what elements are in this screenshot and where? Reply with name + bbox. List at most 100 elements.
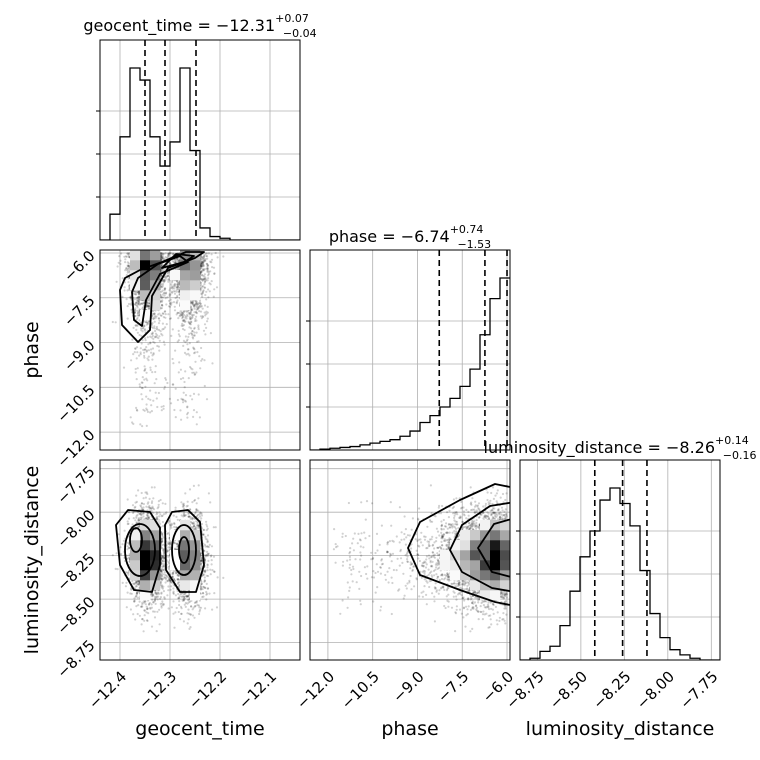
sample-point — [186, 612, 189, 615]
sample-point — [142, 348, 145, 351]
sample-point — [160, 253, 163, 256]
sample-point — [182, 339, 185, 342]
sample-point — [181, 312, 184, 315]
sample-point — [134, 347, 137, 350]
sample-point — [204, 286, 207, 289]
sample-point — [159, 254, 162, 257]
sample-point — [161, 252, 164, 255]
sample-point — [147, 355, 150, 358]
sample-point — [208, 282, 211, 285]
sample-point — [205, 310, 208, 313]
sample-point — [159, 330, 162, 333]
sample-point — [143, 369, 146, 372]
sample-point — [203, 281, 206, 284]
sample-point — [185, 310, 188, 313]
sample-point — [174, 296, 177, 300]
sample-point — [141, 425, 144, 428]
sample-point — [140, 381, 143, 384]
sample-point — [126, 545, 129, 548]
sample-point — [210, 253, 213, 256]
sample-point — [142, 306, 145, 309]
sample-point — [137, 292, 140, 295]
sample-point — [178, 311, 181, 314]
sample-point — [169, 302, 172, 305]
sample-point — [135, 406, 138, 409]
sample-point — [179, 593, 182, 596]
sample-point — [203, 257, 206, 260]
sample-point — [115, 280, 118, 283]
sample-point — [198, 355, 201, 358]
sample-point — [135, 291, 138, 294]
sample-point — [133, 351, 136, 354]
sample-point — [133, 310, 137, 313]
sample-point — [202, 256, 205, 259]
sample-point — [164, 287, 167, 290]
sample-point — [195, 302, 198, 305]
sample-point — [195, 319, 198, 322]
sample-point — [125, 274, 128, 277]
panel-luminosity-distance-vs-geocent-time — [99, 459, 301, 661]
sample-point — [206, 320, 209, 323]
sample-point — [162, 407, 165, 410]
sample-point — [135, 301, 138, 304]
sample-point — [156, 405, 159, 409]
sample-point — [135, 357, 138, 360]
sample-point — [144, 385, 147, 388]
sample-point — [164, 292, 168, 295]
sample-point — [160, 307, 163, 310]
sample-point — [129, 296, 132, 299]
sample-point — [180, 397, 183, 400]
sample-point — [172, 285, 175, 288]
sample-point — [159, 285, 163, 288]
sample-point — [134, 303, 137, 306]
sample-point — [171, 253, 174, 256]
sample-point — [165, 256, 168, 259]
sample-point — [200, 559, 203, 562]
sample-point — [111, 320, 114, 324]
sample-point — [160, 255, 163, 258]
sample-point — [195, 312, 199, 315]
sample-point — [193, 352, 196, 355]
sample-point — [127, 264, 130, 267]
sample-point — [127, 281, 130, 284]
sample-point — [195, 508, 198, 511]
sample-point — [176, 311, 179, 314]
sample-point — [216, 256, 219, 259]
sample-point — [199, 264, 203, 267]
sample-point — [191, 308, 194, 312]
sample-point — [171, 357, 174, 361]
sample-point — [127, 270, 130, 273]
sample-point — [135, 318, 139, 321]
sample-point — [199, 310, 203, 313]
sample-point — [127, 517, 131, 520]
sample-point — [163, 387, 166, 390]
sample-point — [203, 273, 206, 276]
sample-point — [127, 288, 131, 291]
sample-point — [155, 336, 158, 339]
sample-point — [136, 409, 139, 412]
sample-point — [167, 313, 170, 316]
sample-point — [186, 405, 189, 408]
sample-point — [158, 335, 161, 338]
sample-point — [161, 284, 164, 287]
sample-point — [145, 403, 148, 406]
sample-point — [202, 290, 205, 293]
sample-point — [161, 578, 164, 581]
sample-point — [161, 328, 164, 331]
sample-point — [175, 288, 178, 291]
sample-point — [185, 317, 188, 320]
sample-point — [163, 276, 166, 279]
sample-point — [152, 317, 155, 320]
panel-geocent-time-hist — [96, 39, 301, 241]
sample-point — [193, 331, 196, 334]
sample-point — [167, 280, 170, 283]
sample-point — [193, 334, 196, 337]
sample-point — [135, 328, 138, 331]
sample-point — [138, 303, 141, 306]
sample-point — [160, 274, 163, 277]
sample-point — [188, 311, 191, 314]
sample-point — [124, 261, 127, 264]
sample-point — [147, 301, 150, 305]
sample-point — [142, 325, 145, 328]
sample-point — [132, 353, 135, 356]
